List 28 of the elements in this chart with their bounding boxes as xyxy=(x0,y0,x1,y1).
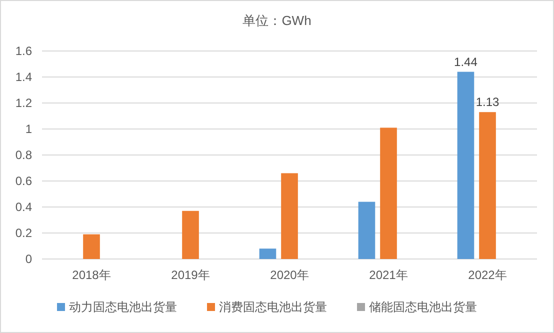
bar xyxy=(182,210,199,259)
x-tick-label: 2019年 xyxy=(171,268,210,282)
y-tick-label: 0.8 xyxy=(15,148,32,162)
y-tick-label: 1.2 xyxy=(15,96,32,110)
bar xyxy=(457,72,474,259)
y-tick-label: 0 xyxy=(25,252,32,266)
bar xyxy=(83,234,100,259)
bar xyxy=(479,112,496,259)
legend-label: 动力固态电池出货量 xyxy=(69,300,177,314)
chart-title: 单位：GWh xyxy=(242,13,312,28)
bar xyxy=(259,248,276,259)
y-tick-label: 1 xyxy=(25,122,32,136)
y-tick-label: 0.4 xyxy=(15,200,32,214)
legend-label: 消费固态电池出货量 xyxy=(219,300,327,314)
data-label: 1.13 xyxy=(476,95,500,110)
data-label: 1.44 xyxy=(454,54,478,69)
bar xyxy=(380,128,397,259)
y-tick-label: 1.4 xyxy=(15,70,32,84)
bar xyxy=(358,202,376,259)
legend-label: 储能固态电池出货量 xyxy=(369,300,477,314)
bar xyxy=(281,173,298,259)
x-tick-label: 2020年 xyxy=(270,268,309,282)
x-tick-label: 2018年 xyxy=(72,268,111,282)
x-tick-label: 2022年 xyxy=(468,268,507,282)
x-tick-label: 2021年 xyxy=(369,268,408,282)
y-tick-label: 0.2 xyxy=(15,226,32,240)
y-tick-label: 1.6 xyxy=(15,44,32,58)
y-tick-label: 0.6 xyxy=(15,174,32,188)
